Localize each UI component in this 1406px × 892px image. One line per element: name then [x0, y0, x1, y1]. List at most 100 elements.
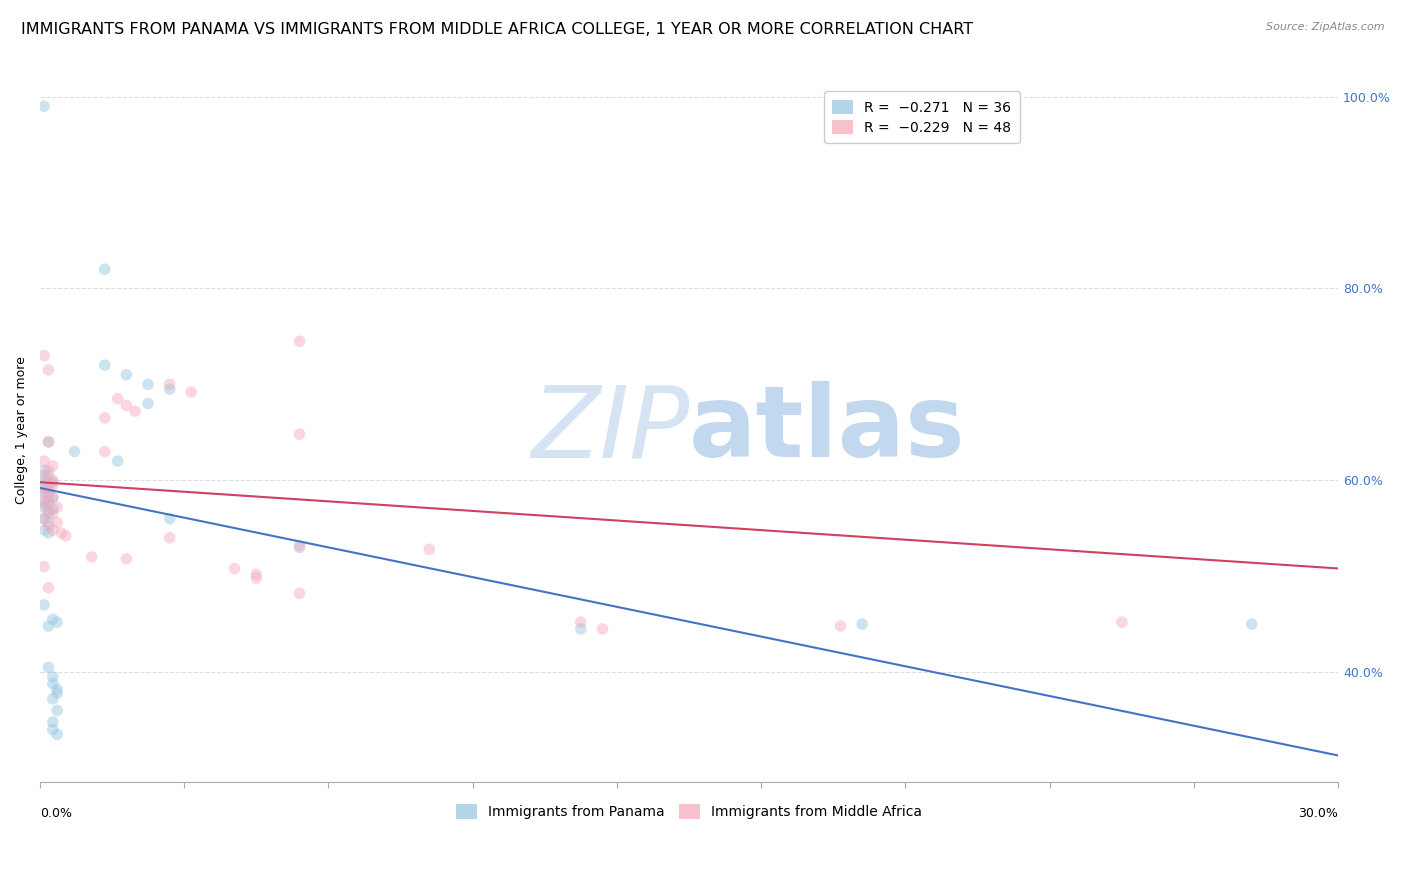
Y-axis label: College, 1 year or more: College, 1 year or more [15, 356, 28, 504]
Text: Source: ZipAtlas.com: Source: ZipAtlas.com [1267, 22, 1385, 32]
Point [37, 507, 59, 521]
Point [37, 504, 59, 518]
Point [93, 262, 115, 277]
Point [37, 363, 59, 377]
Point [180, 384, 202, 399]
Point [42, 475, 65, 490]
Point [245, 567, 267, 582]
Point [46, 615, 69, 630]
Point [288, 541, 311, 555]
Point [245, 571, 267, 585]
Point [159, 531, 181, 545]
Point [136, 396, 159, 410]
Point [32, 484, 55, 499]
Point [42, 491, 65, 505]
Point [32, 478, 55, 492]
Point [32, 500, 55, 514]
Point [42, 478, 65, 492]
Point [37, 497, 59, 511]
Point [159, 382, 181, 396]
Point [418, 542, 440, 557]
Point [42, 612, 65, 626]
Point [115, 552, 138, 566]
Text: 0.0%: 0.0% [39, 807, 72, 821]
Text: IMMIGRANTS FROM PANAMA VS IMMIGRANTS FROM MIDDLE AFRICA COLLEGE, 1 YEAR OR MORE : IMMIGRANTS FROM PANAMA VS IMMIGRANTS FRO… [21, 22, 973, 37]
Point [115, 368, 138, 382]
Point [55, 529, 77, 543]
Point [37, 516, 59, 531]
Point [37, 475, 59, 490]
Point [224, 561, 246, 575]
Point [32, 559, 55, 574]
Point [32, 99, 55, 113]
Point [37, 484, 59, 499]
Point [80, 549, 103, 564]
Point [93, 411, 115, 425]
Text: 30.0%: 30.0% [1298, 807, 1339, 821]
Point [42, 723, 65, 737]
Point [115, 399, 138, 413]
Point [32, 454, 55, 468]
Point [42, 473, 65, 487]
Point [46, 686, 69, 700]
Point [32, 488, 55, 502]
Point [42, 670, 65, 684]
Point [107, 454, 129, 468]
Point [37, 619, 59, 633]
Point [42, 676, 65, 690]
Point [37, 468, 59, 483]
Point [42, 491, 65, 505]
Point [42, 523, 65, 537]
Point [37, 488, 59, 502]
Point [42, 502, 65, 516]
Point [32, 468, 55, 483]
Point [32, 481, 55, 495]
Point [288, 586, 311, 600]
Point [1240, 617, 1263, 632]
Point [93, 444, 115, 458]
Point [32, 523, 55, 537]
Point [851, 617, 873, 632]
Point [159, 377, 181, 392]
Point [37, 434, 59, 449]
Point [32, 497, 55, 511]
Point [32, 464, 55, 478]
Point [32, 511, 55, 525]
Point [124, 404, 146, 418]
Point [46, 682, 69, 697]
Point [37, 464, 59, 478]
Point [591, 622, 613, 636]
Point [32, 349, 55, 363]
Point [93, 358, 115, 372]
Point [63, 444, 86, 458]
Point [32, 511, 55, 525]
Point [569, 615, 592, 630]
Point [42, 458, 65, 473]
Point [51, 526, 73, 541]
Point [37, 519, 59, 533]
Text: ZIP: ZIP [531, 382, 689, 478]
Point [42, 714, 65, 729]
Point [37, 494, 59, 508]
Legend: Immigrants from Panama, Immigrants from Middle Africa: Immigrants from Panama, Immigrants from … [451, 799, 928, 825]
Point [107, 392, 129, 406]
Point [136, 377, 159, 392]
Point [42, 507, 65, 521]
Point [37, 434, 59, 449]
Point [46, 703, 69, 717]
Point [32, 598, 55, 612]
Point [1111, 615, 1133, 630]
Point [37, 660, 59, 674]
Point [32, 473, 55, 487]
Point [288, 427, 311, 442]
Point [37, 481, 59, 495]
Point [37, 581, 59, 595]
Point [288, 539, 311, 553]
Point [32, 494, 55, 508]
Point [46, 516, 69, 530]
Point [159, 511, 181, 525]
Point [569, 622, 592, 636]
Point [37, 526, 59, 541]
Text: atlas: atlas [689, 382, 966, 478]
Point [830, 619, 852, 633]
